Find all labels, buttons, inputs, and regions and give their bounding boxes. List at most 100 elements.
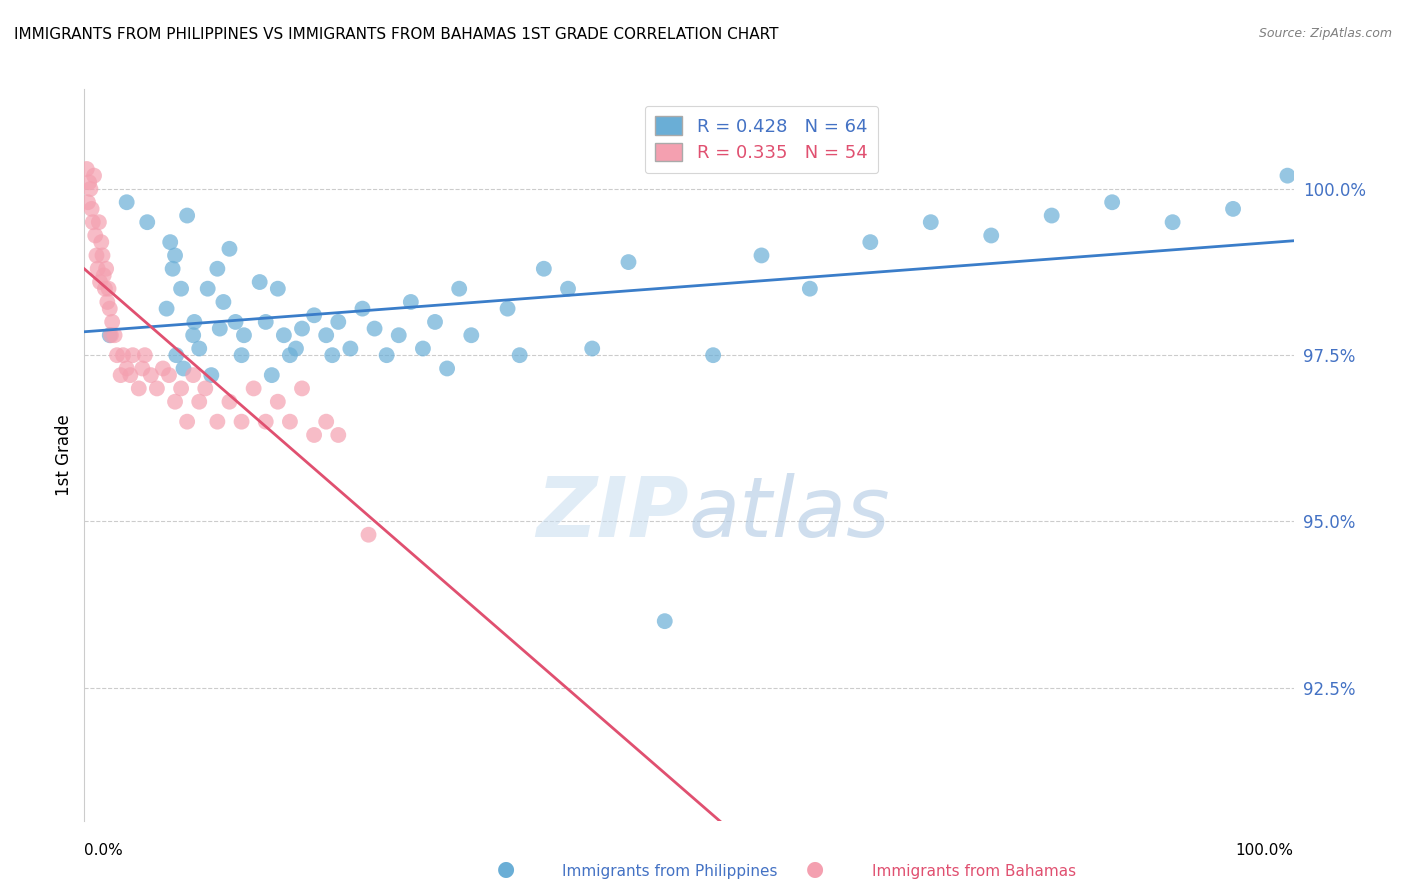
Point	[115, 361, 138, 376]
Text: 100.0%: 100.0%	[1236, 843, 1294, 858]
Point	[84, 228, 107, 243]
Point	[702, 348, 724, 362]
Point	[315, 328, 337, 343]
Point	[120, 368, 142, 383]
Point	[165, 394, 187, 409]
Point	[173, 361, 195, 376]
Point	[218, 394, 240, 409]
Point	[76, 161, 98, 176]
Point	[165, 248, 187, 262]
Point	[231, 348, 253, 362]
Point	[200, 368, 222, 383]
Point	[617, 255, 640, 269]
Point	[162, 261, 184, 276]
Text: atlas: atlas	[689, 473, 890, 554]
Point	[207, 415, 229, 429]
Point	[799, 282, 821, 296]
Point	[139, 368, 162, 383]
Point	[96, 295, 118, 310]
Point	[449, 282, 471, 296]
Point	[165, 348, 187, 362]
Point	[273, 328, 295, 343]
Point	[79, 182, 101, 196]
Point	[93, 268, 115, 283]
Point	[155, 301, 177, 316]
Point	[581, 342, 603, 356]
Point	[278, 415, 301, 429]
Point	[302, 308, 325, 322]
Point	[170, 381, 193, 395]
Text: Immigrants from Bahamas: Immigrants from Bahamas	[872, 863, 1076, 879]
Point	[170, 282, 193, 296]
Point	[1040, 209, 1063, 223]
Point	[315, 415, 337, 429]
Point	[183, 315, 205, 329]
Text: 0.0%: 0.0%	[84, 843, 124, 858]
Point	[328, 315, 350, 329]
Point	[86, 248, 108, 262]
Point	[460, 328, 482, 343]
Point	[159, 235, 181, 249]
Point	[254, 415, 277, 429]
Point	[388, 328, 411, 343]
Point	[267, 282, 290, 296]
Point	[197, 282, 219, 296]
Point	[859, 235, 882, 249]
Point	[77, 175, 100, 189]
Point	[339, 342, 361, 356]
Point	[94, 282, 117, 296]
Point	[97, 282, 120, 296]
Point	[1277, 169, 1299, 183]
Point	[1101, 195, 1123, 210]
Text: Immigrants from Philippines: Immigrants from Philippines	[562, 863, 778, 879]
Point	[115, 195, 138, 210]
Point	[77, 195, 100, 210]
Point	[136, 215, 159, 229]
Point	[82, 215, 104, 229]
Point	[218, 242, 240, 256]
Point	[254, 315, 277, 329]
Y-axis label: 1st Grade: 1st Grade	[55, 414, 73, 496]
Point	[86, 261, 108, 276]
Text: ●: ●	[807, 859, 824, 879]
Point	[207, 261, 229, 276]
Point	[242, 381, 264, 395]
Text: ●: ●	[498, 859, 515, 879]
Point	[278, 348, 301, 362]
Point	[291, 381, 314, 395]
Point	[233, 328, 256, 343]
Point	[399, 295, 422, 310]
Point	[212, 295, 235, 310]
Point	[249, 275, 271, 289]
Point	[328, 428, 350, 442]
Point	[101, 315, 124, 329]
Text: ZIP: ZIP	[536, 473, 689, 554]
Point	[128, 381, 150, 395]
Point	[321, 348, 343, 362]
Point	[231, 415, 253, 429]
Point	[181, 328, 204, 343]
Point	[533, 261, 555, 276]
Point	[112, 348, 135, 362]
Point	[110, 368, 132, 383]
Point	[557, 282, 579, 296]
Point	[94, 261, 117, 276]
Point	[134, 348, 156, 362]
Point	[260, 368, 283, 383]
Point	[146, 381, 169, 395]
Point	[496, 301, 519, 316]
Point	[375, 348, 398, 362]
Point	[104, 328, 127, 343]
Point	[87, 215, 110, 229]
Point	[509, 348, 531, 362]
Point	[267, 394, 290, 409]
Point	[1222, 202, 1244, 216]
Text: IMMIGRANTS FROM PHILIPPINES VS IMMIGRANTS FROM BAHAMAS 1ST GRADE CORRELATION CHA: IMMIGRANTS FROM PHILIPPINES VS IMMIGRANT…	[14, 27, 779, 42]
Point	[90, 235, 112, 249]
Point	[208, 321, 231, 335]
Point	[131, 361, 153, 376]
Point	[157, 368, 180, 383]
Point	[291, 321, 314, 335]
Point	[181, 368, 204, 383]
Point	[176, 415, 198, 429]
